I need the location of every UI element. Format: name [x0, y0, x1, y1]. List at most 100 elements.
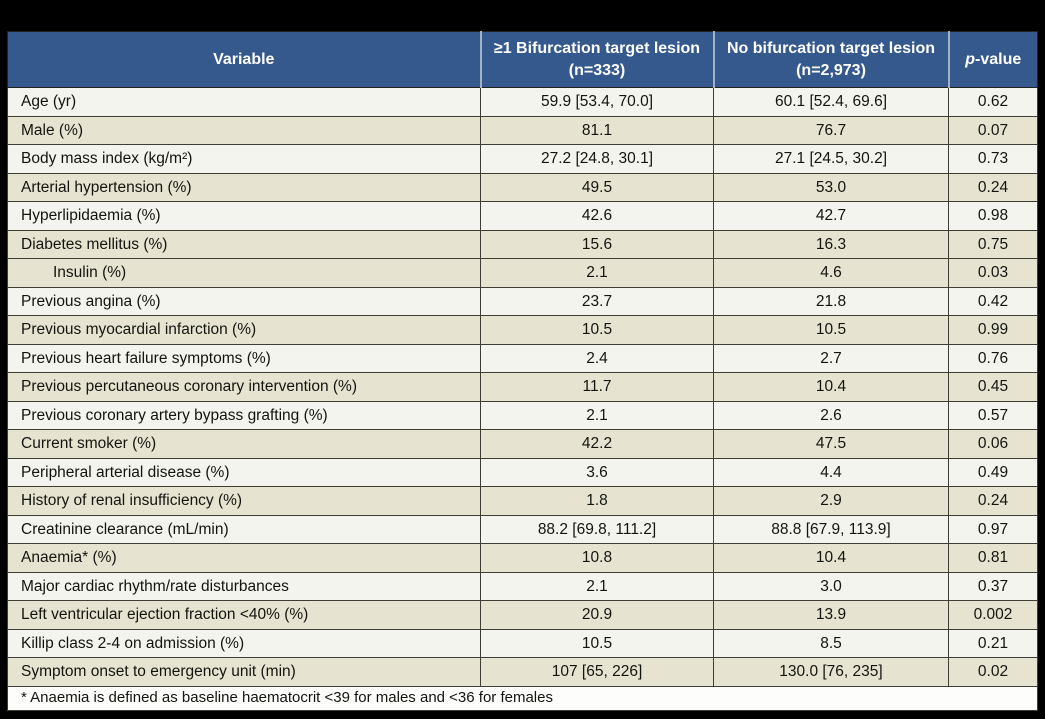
cell-no-bifurcation-value: 21.8	[713, 286, 949, 316]
cell-p-value: 0.03	[948, 258, 1038, 288]
cell-no-bifurcation-value: 2.9	[713, 486, 949, 516]
cell-p-value: 0.99	[948, 315, 1038, 345]
table-body: Age (yr) 59.9 [53.4, 70.0] 60.1 [52.4, 6…	[7, 87, 1038, 687]
cell-no-bifurcation-value: 3.0	[713, 571, 949, 601]
table-row: Creatinine clearance (mL/min) 88.2 [69.8…	[7, 514, 1038, 544]
cell-bifurcation-value: 59.9 [53.4, 70.0]	[480, 87, 714, 117]
cell-variable: Diabetes mellitus (%)	[7, 229, 481, 259]
cell-p-value: 0.45	[948, 372, 1038, 402]
cell-variable: Previous coronary artery bypass grafting…	[7, 400, 481, 430]
cell-bifurcation-value: 42.2	[480, 429, 714, 459]
cell-variable: Killip class 2-4 on admission (%)	[7, 628, 481, 658]
cell-no-bifurcation-value: 10.4	[713, 543, 949, 573]
p-value-italic-p: p	[965, 50, 976, 68]
cell-no-bifurcation-value: 13.9	[713, 600, 949, 630]
cell-p-value: 0.57	[948, 400, 1038, 430]
cell-p-value: 0.81	[948, 543, 1038, 573]
table-row: Killip class 2-4 on admission (%) 10.5 8…	[7, 628, 1038, 658]
cell-p-value: 0.97	[948, 514, 1038, 544]
cell-no-bifurcation-value: 88.8 [67.9, 113.9]	[713, 514, 949, 544]
cell-p-value: 0.62	[948, 87, 1038, 117]
cell-no-bifurcation-value: 76.7	[713, 115, 949, 145]
cell-variable: Previous heart failure symptoms (%)	[7, 343, 481, 373]
cell-p-value: 0.49	[948, 457, 1038, 487]
cell-bifurcation-value: 23.7	[480, 286, 714, 316]
cell-bifurcation-value: 10.5	[480, 628, 714, 658]
cell-variable: Left ventricular ejection fraction <40% …	[7, 600, 481, 630]
table-row: Anaemia* (%) 10.8 10.4 0.81	[7, 543, 1038, 573]
cell-bifurcation-value: 1.8	[480, 486, 714, 516]
cell-no-bifurcation-value: 4.6	[713, 258, 949, 288]
table-row: Previous myocardial infarction (%) 10.5 …	[7, 315, 1038, 345]
table-row: Previous angina (%) 23.7 21.8 0.42	[7, 286, 1038, 316]
footnote-row: * Anaemia is defined as baseline haemato…	[7, 685, 1038, 711]
table-row: Diabetes mellitus (%) 15.6 16.3 0.75	[7, 229, 1038, 259]
cell-no-bifurcation-value: 8.5	[713, 628, 949, 658]
table-row: Age (yr) 59.9 [53.4, 70.0] 60.1 [52.4, 6…	[7, 87, 1038, 117]
cell-no-bifurcation-value: 16.3	[713, 229, 949, 259]
cell-variable: Hyperlipidaemia (%)	[7, 201, 481, 231]
cell-bifurcation-value: 2.1	[480, 258, 714, 288]
cell-bifurcation-value: 2.1	[480, 571, 714, 601]
cell-no-bifurcation-value: 27.1 [24.5, 30.2]	[713, 144, 949, 174]
cell-no-bifurcation-value: 10.5	[713, 315, 949, 345]
baseline-characteristics-table-wrap: Variable ≥1 Bifurcation target lesion (n…	[7, 31, 1038, 711]
table-footer: * Anaemia is defined as baseline haemato…	[7, 685, 1038, 711]
column-header-bifurcation-lesion: ≥1 Bifurcation target lesion (n=333)	[480, 31, 715, 88]
cell-bifurcation-value: 15.6	[480, 229, 714, 259]
column-header-no-bifurcation-lesion: No bifurcation target lesion (n=2,973)	[713, 31, 950, 88]
cell-bifurcation-value: 88.2 [69.8, 111.2]	[480, 514, 714, 544]
cell-variable: Insulin (%)	[7, 258, 481, 288]
cell-variable: Major cardiac rhythm/rate disturbances	[7, 571, 481, 601]
cell-bifurcation-value: 3.6	[480, 457, 714, 487]
table-row: Current smoker (%) 42.2 47.5 0.06	[7, 429, 1038, 459]
cell-bifurcation-value: 20.9	[480, 600, 714, 630]
table-row: Hyperlipidaemia (%) 42.6 42.7 0.98	[7, 201, 1038, 231]
cell-variable: Previous angina (%)	[7, 286, 481, 316]
cell-bifurcation-value: 107 [65, 226]	[480, 657, 714, 687]
cell-p-value: 0.73	[948, 144, 1038, 174]
cell-bifurcation-value: 10.5	[480, 315, 714, 345]
cell-p-value: 0.07	[948, 115, 1038, 145]
cell-bifurcation-value: 10.8	[480, 543, 714, 573]
table-header: Variable ≥1 Bifurcation target lesion (n…	[7, 31, 1038, 88]
table-row: Previous heart failure symptoms (%) 2.4 …	[7, 343, 1038, 373]
cell-variable: Previous myocardial infarction (%)	[7, 315, 481, 345]
cell-p-value: 0.42	[948, 286, 1038, 316]
table-row: Previous percutaneous coronary intervent…	[7, 372, 1038, 402]
cell-no-bifurcation-value: 42.7	[713, 201, 949, 231]
table-row: Male (%) 81.1 76.7 0.07	[7, 115, 1038, 145]
table-row: Peripheral arterial disease (%) 3.6 4.4 …	[7, 457, 1038, 487]
cell-no-bifurcation-value: 4.4	[713, 457, 949, 487]
cell-p-value: 0.06	[948, 429, 1038, 459]
cell-bifurcation-value: 11.7	[480, 372, 714, 402]
cell-p-value: 0.002	[948, 600, 1038, 630]
cell-variable: Previous percutaneous coronary intervent…	[7, 372, 481, 402]
cell-variable: Creatinine clearance (mL/min)	[7, 514, 481, 544]
table-row: Body mass index (kg/m²) 27.2 [24.8, 30.1…	[7, 144, 1038, 174]
cell-bifurcation-value: 2.1	[480, 400, 714, 430]
column-header-p-value: p-value	[948, 31, 1038, 88]
table-row: Arterial hypertension (%) 49.5 53.0 0.24	[7, 172, 1038, 202]
table-row: Symptom onset to emergency unit (min) 10…	[7, 657, 1038, 687]
cell-p-value: 0.98	[948, 201, 1038, 231]
cell-bifurcation-value: 81.1	[480, 115, 714, 145]
cell-no-bifurcation-value: 10.4	[713, 372, 949, 402]
cell-p-value: 0.37	[948, 571, 1038, 601]
header-row: Variable ≥1 Bifurcation target lesion (n…	[7, 31, 1038, 88]
cell-p-value: 0.02	[948, 657, 1038, 687]
cell-p-value: 0.76	[948, 343, 1038, 373]
table-row: Insulin (%) 2.1 4.6 0.03	[7, 258, 1038, 288]
cell-variable: Body mass index (kg/m²)	[7, 144, 481, 174]
table-row: History of renal insufficiency (%) 1.8 2…	[7, 486, 1038, 516]
cell-no-bifurcation-value: 53.0	[713, 172, 949, 202]
cell-variable: Symptom onset to emergency unit (min)	[7, 657, 481, 687]
cell-variable: History of renal insufficiency (%)	[7, 486, 481, 516]
cell-no-bifurcation-value: 2.7	[713, 343, 949, 373]
cell-bifurcation-value: 2.4	[480, 343, 714, 373]
cell-bifurcation-value: 42.6	[480, 201, 714, 231]
footnote-text: * Anaemia is defined as baseline haemato…	[7, 685, 1038, 711]
cell-p-value: 0.24	[948, 486, 1038, 516]
column-header-variable: Variable	[7, 31, 482, 88]
